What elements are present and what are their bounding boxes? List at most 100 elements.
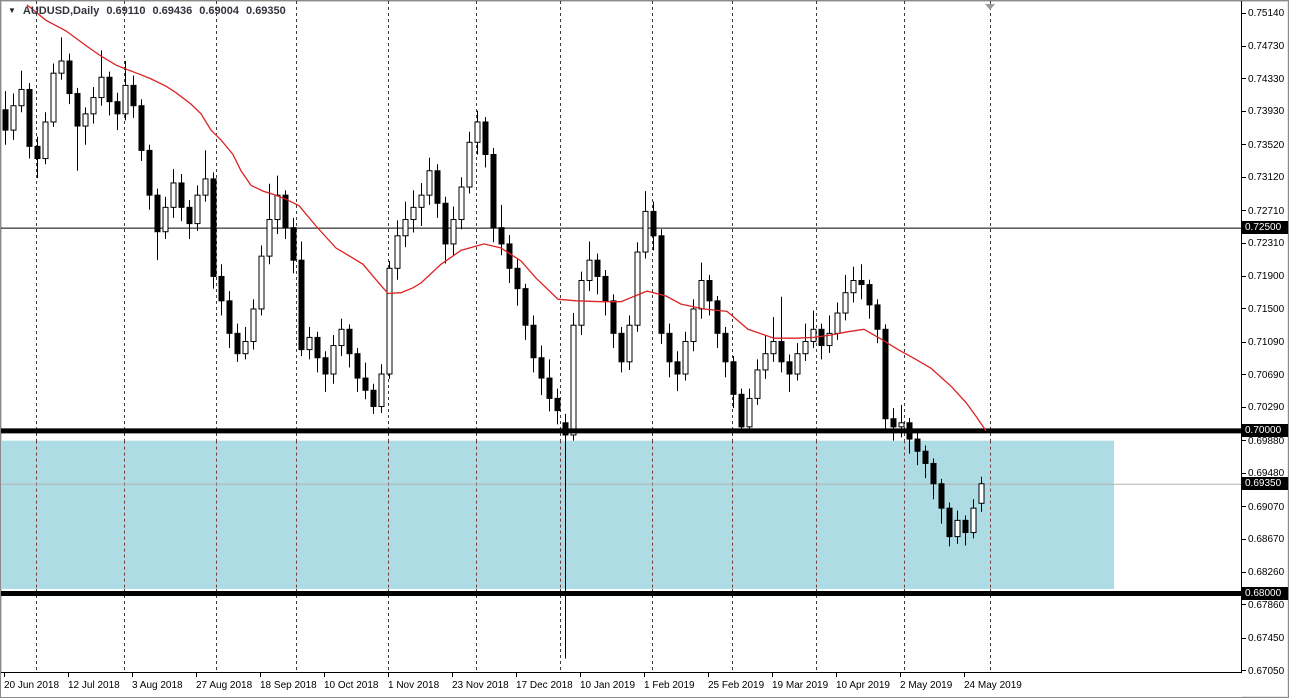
candlestick <box>866 284 873 306</box>
candlestick <box>650 210 657 237</box>
candlestick <box>378 373 385 408</box>
date-axis[interactable]: 20 Jun 2018 12 Jul 2018 3 Aug 2018 27 Aug 2… <box>1 673 1242 697</box>
candlestick <box>522 288 529 326</box>
chart-title-bar: ▼ AUDUSD,Daily 0.69110 0.69436 0.69004 0… <box>8 5 286 17</box>
price-tick-label: 0.68260 <box>1248 567 1285 579</box>
price-tick-mark <box>1242 472 1246 474</box>
candlestick <box>802 340 809 355</box>
price-badge: 0.68000 <box>1242 587 1288 601</box>
candlestick <box>402 219 409 237</box>
price-tick-label: 0.70290 <box>1248 402 1285 414</box>
candlestick <box>114 101 121 115</box>
price-tick-label: 0.71900 <box>1248 271 1285 283</box>
quote-open: 0.69110 <box>106 5 146 17</box>
price-tick-label: 0.72710 <box>1248 205 1285 217</box>
chevron-down-icon[interactable]: ▼ <box>8 6 16 15</box>
date-tick-mark <box>772 673 773 677</box>
price-tick-label: 0.73120 <box>1248 172 1285 184</box>
price-tick-mark <box>1242 604 1246 606</box>
candlestick <box>42 121 49 160</box>
price-tick-label: 0.73930 <box>1248 106 1285 118</box>
candlestick <box>186 206 193 225</box>
candlestick <box>282 194 289 229</box>
candlestick <box>82 113 89 127</box>
candlestick <box>946 507 953 538</box>
candlestick <box>970 507 977 534</box>
candlestick <box>810 328 817 342</box>
quote-low: 0.69004 <box>199 5 240 17</box>
candlestick <box>850 280 857 294</box>
candlestick <box>178 182 185 208</box>
candlestick <box>842 292 849 314</box>
candlestick <box>898 422 905 428</box>
candlestick <box>874 304 881 330</box>
candlestick <box>370 389 377 408</box>
candlestick <box>226 300 233 334</box>
candlestick <box>146 149 153 196</box>
price-tick-mark <box>1242 374 1246 376</box>
candlestick <box>162 206 169 233</box>
price-tick-label: 0.70690 <box>1248 369 1285 381</box>
candlestick <box>290 227 297 261</box>
candlestick <box>506 243 513 269</box>
price-tick-label: 0.67860 <box>1248 599 1285 611</box>
date-tick-label: 25 Feb 2019 <box>708 680 765 691</box>
candlestick <box>322 357 329 375</box>
price-tick-mark <box>1242 210 1246 212</box>
candlestick <box>938 483 945 509</box>
date-tick-label: 12 Jul 2018 <box>68 680 120 691</box>
price-tick-mark <box>1242 110 1246 112</box>
date-tick-mark <box>388 673 389 677</box>
price-tick-mark <box>1242 341 1246 343</box>
price-axis[interactable]: 0.75140 0.74730 0.74330 0.73930 0.73520 0.731… <box>1242 1 1288 677</box>
date-tick-mark <box>4 673 5 677</box>
candlestick <box>498 227 505 245</box>
candlestick <box>74 93 81 127</box>
date-tick-mark <box>132 673 133 677</box>
candlestick <box>210 178 217 277</box>
candlestick <box>242 340 249 355</box>
candlestick <box>882 328 889 420</box>
price-tick-mark <box>1242 440 1246 442</box>
price-tick-label: 0.67050 <box>1248 665 1285 677</box>
candlestick <box>658 235 665 334</box>
price-tick-label: 0.71090 <box>1248 337 1285 349</box>
candlestick <box>410 206 417 221</box>
date-tick-label: 23 Nov 2018 <box>452 680 509 691</box>
price-tick-label: 0.69880 <box>1248 435 1285 447</box>
candlestick <box>570 324 577 436</box>
candlestick <box>442 202 449 245</box>
candlestick <box>546 377 553 399</box>
candlestick <box>594 259 601 277</box>
candlestick <box>34 145 41 160</box>
candlestick <box>450 219 457 245</box>
candlestick <box>514 267 521 290</box>
date-tick-label: 10 Apr 2019 <box>836 680 890 691</box>
candlestick <box>90 97 97 115</box>
candlestick <box>738 393 745 428</box>
chart-shift-marker-icon[interactable] <box>985 4 995 10</box>
date-tick-mark <box>516 673 517 677</box>
candlestick <box>122 84 129 115</box>
price-chart[interactable] <box>1 1 1242 673</box>
date-tick-mark <box>708 673 709 677</box>
candlestick <box>858 280 865 286</box>
candlestick <box>554 397 561 412</box>
quote-high: 0.69436 <box>152 5 193 17</box>
candlestick <box>154 194 161 233</box>
candlestick <box>978 483 985 504</box>
price-tick-mark <box>1242 538 1246 540</box>
candlestick <box>418 194 425 208</box>
candlestick <box>314 336 321 359</box>
price-badge: 0.69350 <box>1242 477 1288 491</box>
candlestick <box>394 235 401 269</box>
price-tick-mark <box>1242 637 1246 639</box>
price-tick-mark <box>1242 78 1246 80</box>
price-tick-label: 0.73520 <box>1248 139 1285 151</box>
candlestick <box>690 308 697 342</box>
price-tick-mark <box>1242 242 1246 244</box>
date-tick-label: 1 Nov 2018 <box>388 680 440 691</box>
date-tick-label: 27 Aug 2018 <box>196 680 253 691</box>
candlestick <box>786 361 793 375</box>
